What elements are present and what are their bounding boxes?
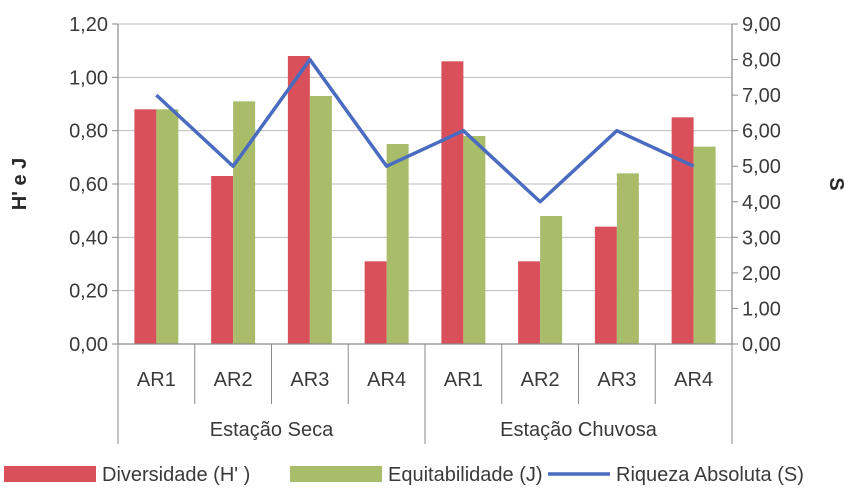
bar-equitabilidade [386, 144, 409, 344]
right-tick-label: 5,00 [742, 156, 781, 178]
right-axis-ticks: 0,00 1,00 2,00 3,00 4,00 5,00 6,00 7,00 8,00 9,00 [742, 14, 781, 356]
left-tick-label: 0,20 [69, 281, 108, 303]
legend: Diversidade (H' ) Equitabilidade (J) Rique… [4, 464, 804, 486]
gridlines [118, 23, 732, 345]
right-tick-label: 0,00 [742, 334, 781, 356]
left-tick-label: 0,40 [69, 227, 108, 249]
category-label: AR3 [597, 369, 636, 391]
category-label: AR2 [521, 369, 560, 391]
category-label: AR3 [290, 369, 329, 391]
bar-equitabilidade [540, 216, 563, 344]
bar-equitabilidade [693, 146, 716, 344]
left-axis-ticks: 0,00 0,20 0,40 0,60 0,80 1,00 1,20 [69, 14, 108, 356]
bars [134, 56, 716, 344]
group-label: Estação Chuvosa [500, 419, 658, 441]
bar-diversidade [518, 261, 541, 344]
bar-diversidade [211, 176, 234, 344]
bar-diversidade [134, 109, 157, 344]
left-tick-label: 0,80 [69, 121, 108, 143]
right-tick-label: 6,00 [742, 121, 781, 143]
right-tick-label: 4,00 [742, 192, 781, 214]
category-label: AR4 [367, 369, 406, 391]
bar-equitabilidade [616, 173, 639, 344]
right-tick-label: 9,00 [742, 14, 781, 36]
bar-diversidade [441, 61, 464, 344]
riqueza-line-series [155, 57, 695, 204]
category-label: AR1 [444, 369, 483, 391]
line-riqueza-absoluta [155, 57, 695, 204]
legend-label: Equitabilidade (J) [388, 464, 543, 486]
category-label: AR1 [137, 369, 176, 391]
legend-label: Riqueza Absoluta (S) [616, 464, 804, 486]
bar-equitabilidade [309, 96, 332, 344]
right-tick-label: 8,00 [742, 50, 781, 72]
right-tick-label: 3,00 [742, 227, 781, 249]
left-tick-label: 1,00 [69, 67, 108, 89]
bar-diversidade [671, 117, 694, 344]
right-tick-label: 7,00 [742, 85, 781, 107]
legend-swatch [290, 466, 382, 482]
category-label: AR2 [214, 369, 253, 391]
left-tick-label: 0,00 [69, 334, 108, 356]
bar-equitabilidade [463, 136, 486, 344]
bar-diversidade [364, 261, 387, 344]
legend-label: Diversidade (H' ) [102, 464, 250, 486]
group-label: Estação Seca [210, 419, 334, 441]
legend-swatch [4, 466, 96, 482]
right-tick-label: 2,00 [742, 263, 781, 285]
right-axis-title: S [825, 177, 844, 190]
bar-equitabilidade [156, 109, 179, 344]
axes [112, 23, 738, 444]
left-tick-label: 0,60 [69, 174, 108, 196]
bar-diversidade [287, 56, 310, 344]
left-axis-title: H' e J [9, 158, 31, 211]
left-tick-label: 1,20 [69, 14, 108, 36]
category-labels: AR1 AR2 AR3 AR4 AR1 AR2 AR3 AR4 Estação Seca Esta… [137, 369, 713, 441]
bar-equitabilidade [233, 101, 256, 344]
bar-diversidade [594, 226, 617, 344]
right-tick-label: 1,00 [742, 298, 781, 320]
category-label: AR4 [674, 369, 713, 391]
